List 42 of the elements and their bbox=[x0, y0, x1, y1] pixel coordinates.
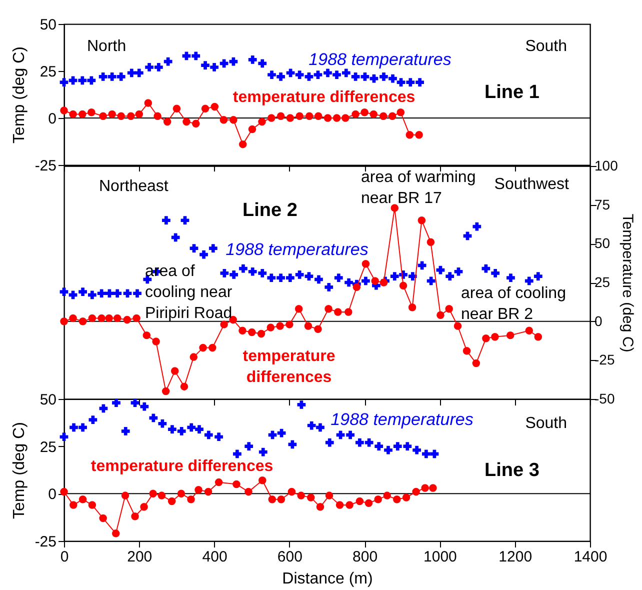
y-axis-title: Temp (deg C) bbox=[10, 46, 28, 144]
y-tick-label: -25 bbox=[594, 352, 615, 368]
y-axis-title: Temperature (deg C) bbox=[618, 214, 636, 352]
series-label: temperature differences bbox=[90, 458, 274, 475]
y-tick-label: 25 bbox=[40, 438, 56, 456]
x-tick-label: 1400 bbox=[574, 548, 608, 566]
y-tick-label: 0 bbox=[48, 486, 56, 504]
text: Line 1 bbox=[484, 82, 540, 103]
y-tick-label: 50 bbox=[594, 235, 610, 252]
y-tick-label: -25 bbox=[34, 158, 56, 174]
x-axis-title: Distance (m) bbox=[282, 570, 373, 588]
x-tick-label: 600 bbox=[277, 548, 302, 566]
annotation: Southwest bbox=[494, 176, 570, 193]
annotation: area of warming near BR 17 bbox=[361, 169, 476, 207]
text: Line 2 bbox=[242, 200, 298, 221]
x-tick-label: 200 bbox=[127, 548, 152, 566]
y-tick-label: 25 bbox=[594, 274, 610, 290]
annotation: Northeast bbox=[99, 178, 169, 195]
series-label: 1988 temperatures bbox=[308, 50, 452, 69]
y-tick-label: 100 bbox=[594, 158, 618, 174]
text: Line 3 bbox=[484, 460, 540, 481]
x-tick-label: 800 bbox=[352, 548, 378, 566]
annotation: North bbox=[87, 38, 126, 55]
y-tick-label: -25 bbox=[34, 534, 56, 550]
series-label: temperature differences bbox=[242, 348, 336, 386]
y-tick-label: -50 bbox=[594, 390, 615, 406]
y-axis-title: Temp (deg C) bbox=[10, 422, 28, 519]
annotation: South bbox=[525, 38, 567, 55]
series-label: temperature differences bbox=[232, 89, 416, 106]
x-tick-label: 1200 bbox=[498, 548, 532, 566]
y-tick-label: 50 bbox=[40, 392, 56, 408]
x-tick-label: 0 bbox=[60, 548, 69, 566]
annotation: South bbox=[525, 415, 567, 432]
series-label: 1988 temperatures bbox=[330, 410, 474, 429]
x-tick-label: 1000 bbox=[424, 548, 457, 566]
y-tick-label: 0 bbox=[48, 110, 56, 128]
y-tick-label: 50 bbox=[40, 16, 56, 34]
y-tick-label: 25 bbox=[40, 64, 56, 80]
y-tick-label: 75 bbox=[594, 196, 610, 212]
series-label: 1988 temperatures bbox=[226, 240, 369, 259]
x-tick-label: 400 bbox=[202, 548, 228, 566]
annotation: area of cooling near BR 2 bbox=[461, 285, 566, 323]
